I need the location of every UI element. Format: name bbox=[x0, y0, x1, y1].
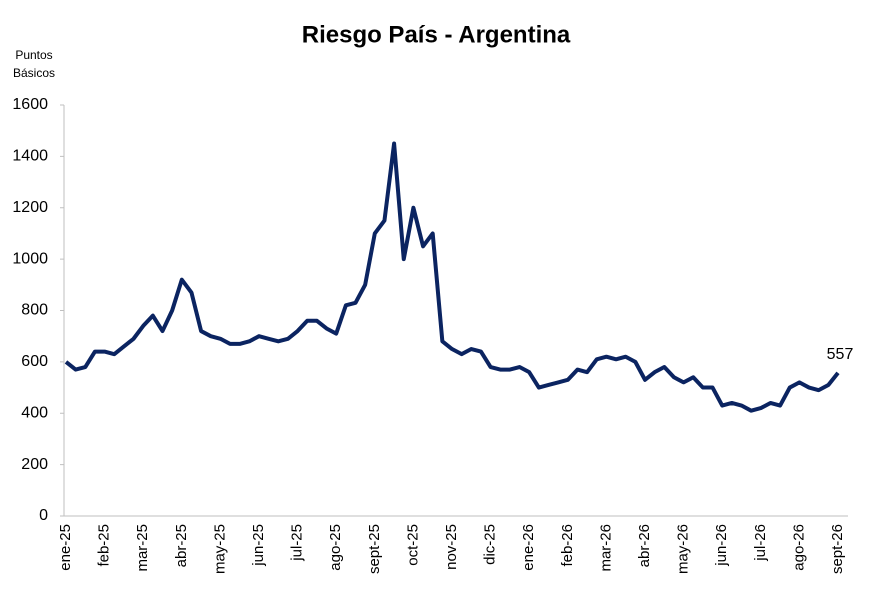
x-tick-label: jul-25 bbox=[289, 524, 306, 562]
y-tick-label: 1600 bbox=[12, 96, 48, 113]
x-tick-label: jun-25 bbox=[250, 524, 267, 567]
x-tick-label: ene-25 bbox=[57, 524, 74, 571]
x-tick-label: feb-26 bbox=[559, 524, 576, 567]
x-tick-label: abr-26 bbox=[636, 524, 653, 567]
x-tick-label: sept-25 bbox=[366, 524, 383, 574]
y-tick-label: 0 bbox=[39, 507, 48, 524]
y-axis-label: Básicos bbox=[13, 66, 55, 80]
x-tick-label: mar-25 bbox=[134, 524, 151, 572]
x-tick-label: abr-25 bbox=[173, 524, 190, 567]
x-tick-label: mar-26 bbox=[597, 524, 614, 572]
y-tick-label: 1400 bbox=[12, 148, 48, 165]
x-tick-label: nov-25 bbox=[443, 524, 460, 570]
x-tick-label: oct-25 bbox=[404, 524, 421, 566]
x-tick-label: sept-26 bbox=[829, 524, 846, 574]
x-tick-label: ene-26 bbox=[520, 524, 537, 571]
x-tick-label: feb-25 bbox=[96, 524, 113, 567]
x-tick-label: may-25 bbox=[211, 524, 228, 574]
x-tick-label: dic-25 bbox=[482, 524, 499, 565]
x-tick-label: jun-26 bbox=[713, 524, 730, 567]
x-tick-label: ago-25 bbox=[327, 524, 344, 571]
y-tick-label: 600 bbox=[21, 353, 48, 370]
y-axis-label: Puntos bbox=[15, 48, 52, 62]
y-tick-label: 1200 bbox=[12, 199, 48, 216]
x-tick-label: jul-26 bbox=[752, 524, 769, 562]
y-tick-label: 200 bbox=[21, 456, 48, 473]
y-tick-label: 1000 bbox=[12, 250, 48, 267]
x-tick-label: may-26 bbox=[675, 524, 692, 574]
line bbox=[64, 141, 840, 413]
chart-title: Riesgo País - Argentina bbox=[302, 21, 571, 48]
data-label: 557 bbox=[827, 346, 854, 363]
y-tick-label: 800 bbox=[21, 302, 48, 319]
y-tick-label: 400 bbox=[21, 404, 48, 421]
x-tick-label: ago-26 bbox=[790, 524, 807, 571]
